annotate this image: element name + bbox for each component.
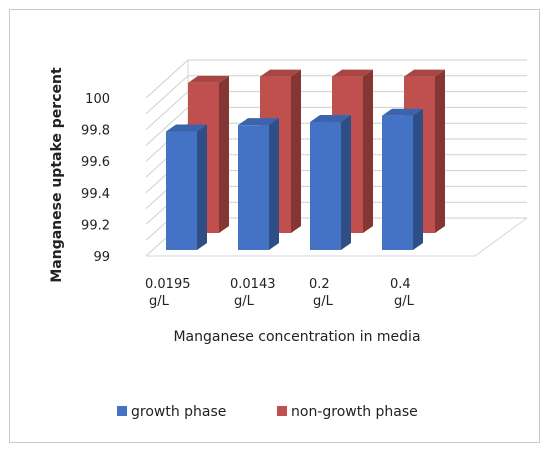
legend: growth phase non-growth phase <box>117 404 418 420</box>
x-category-label-line: 0.2 <box>309 277 330 292</box>
bar-growth-phase <box>382 108 423 250</box>
bar-side-face <box>435 69 445 233</box>
bar-top-face <box>238 118 279 126</box>
bar-top-face <box>260 69 301 77</box>
bar-top-face <box>166 124 207 132</box>
y-axis-title: Manganese uptake percent <box>49 67 65 283</box>
y-tick-labels: 99 99.2 99.4 99.6 99.8 100 <box>81 92 110 265</box>
legend-label: non-growth phase <box>291 404 418 420</box>
x-category-label: 0.0143 g/L <box>230 277 276 309</box>
y-tick-label: 99.4 <box>81 187 110 202</box>
bars <box>166 69 445 251</box>
y-tick-label: 99.6 <box>81 155 110 170</box>
x-category-labels: 0.0195 g/L 0.0143 g/L 0.2 g/L 0.4 g/L <box>145 277 415 309</box>
bar-growth-phase <box>166 124 207 250</box>
x-category-label-line: 0.0195 <box>145 277 191 292</box>
y-tick-label: 99.8 <box>81 124 110 139</box>
bar-top-face <box>310 115 351 123</box>
bar-side-face <box>219 75 229 234</box>
x-axis-title: Manganese concentration in media <box>173 329 420 345</box>
bar-growth-phase <box>238 118 279 251</box>
bar-top-face <box>404 69 445 77</box>
x-category-label-line: 0.4 <box>390 277 411 292</box>
bar-front-face <box>166 131 197 250</box>
bar-side-face <box>291 69 301 233</box>
bar-side-face <box>197 124 207 250</box>
bar-top-face <box>188 75 229 83</box>
bar-side-face <box>269 118 279 251</box>
y-tick-label: 99.2 <box>81 218 110 233</box>
x-category-label-line: g/L <box>394 294 415 309</box>
legend-swatch <box>277 406 287 416</box>
bar-side-face <box>341 115 351 251</box>
y-tick-label: 100 <box>85 92 110 107</box>
floor-edge <box>146 217 528 257</box>
y-tick-label: 99 <box>93 250 110 265</box>
x-category-label-line: 0.0143 <box>230 277 276 292</box>
x-category-label-line: g/L <box>234 294 255 309</box>
bar-front-face <box>382 115 413 250</box>
bar-front-face <box>310 122 341 250</box>
x-category-label-line: g/L <box>313 294 334 309</box>
legend-label: growth phase <box>131 404 226 420</box>
legend-swatch <box>117 406 127 416</box>
bar-front-face <box>238 125 269 250</box>
x-category-label: 0.4 g/L <box>390 277 415 309</box>
x-category-label: 0.2 g/L <box>309 277 334 309</box>
bar-side-face <box>413 108 423 250</box>
bar-top-face <box>332 69 373 77</box>
bar-top-face <box>382 108 423 116</box>
bar-side-face <box>363 69 373 233</box>
bar-growth-phase <box>310 115 351 251</box>
x-category-label: 0.0195 g/L <box>145 277 191 309</box>
x-category-label-line: g/L <box>149 294 170 309</box>
